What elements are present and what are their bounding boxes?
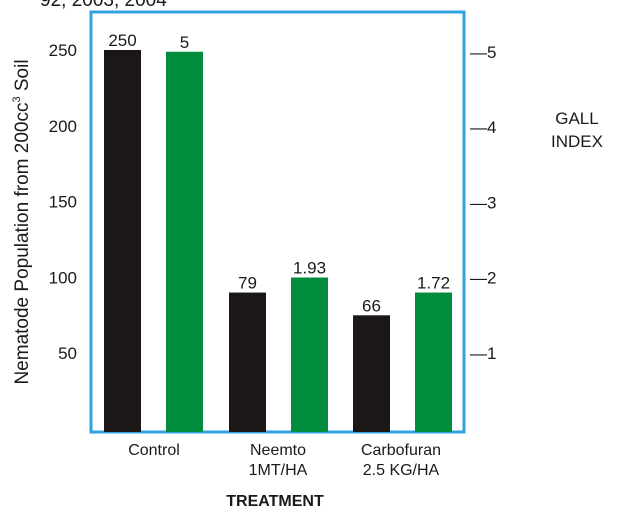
bar-value-label: 79 bbox=[238, 274, 257, 293]
y2-tick-label: —2 bbox=[470, 269, 496, 288]
y-tick-label: 150 bbox=[49, 193, 77, 212]
category-labels: Control Neemto 1MT/HA Carbofuran 2.5 KG/HA bbox=[128, 442, 441, 479]
bar-gall-index bbox=[291, 278, 328, 433]
y-tick-label: 50 bbox=[58, 344, 77, 363]
bar-gall-index bbox=[166, 52, 203, 432]
y2-tick-label: —1 bbox=[470, 344, 496, 363]
bar-nematode-population bbox=[353, 315, 390, 432]
y-tick-label: 200 bbox=[49, 117, 77, 136]
bar-value-label: 1.72 bbox=[417, 274, 450, 293]
category-label: 2.5 KG/HA bbox=[363, 462, 440, 479]
y-axis-title: Nematode Population from 200cc3 Soil bbox=[11, 59, 33, 384]
y2-axis-title-line-2: INDEX bbox=[551, 132, 603, 151]
category-label: Carbofuran bbox=[361, 442, 441, 459]
y-tick-label: 100 bbox=[49, 268, 77, 287]
bar-value-label: 250 bbox=[108, 31, 136, 50]
bar-gall-index bbox=[415, 293, 452, 432]
header-fragment: 92, 2003, 2004 bbox=[40, 0, 167, 11]
bar-value-label: 66 bbox=[362, 296, 381, 315]
bar-value-label: 5 bbox=[180, 33, 189, 52]
x-axis-title: TREATMENT bbox=[226, 493, 324, 510]
bar-nematode-population bbox=[104, 50, 141, 432]
bar-nematode-population bbox=[229, 293, 266, 432]
bar-value-label: 1.93 bbox=[293, 259, 326, 278]
plot-frame bbox=[91, 12, 464, 432]
left-axis-ticks: 50 100 150 200 250 bbox=[49, 41, 77, 363]
category-label: Neemto bbox=[250, 442, 306, 459]
right-axis-ticks: —1 —2 —3 —4 —5 bbox=[470, 43, 496, 363]
y-tick-label: 250 bbox=[49, 41, 77, 60]
y2-axis-title-line-1: GALL bbox=[555, 109, 598, 128]
y2-tick-label: —4 bbox=[470, 118, 496, 137]
y2-tick-label: —3 bbox=[470, 193, 496, 212]
y2-tick-label: —5 bbox=[470, 43, 496, 62]
category-label: 1MT/HA bbox=[249, 462, 308, 479]
category-label: Control bbox=[128, 442, 180, 459]
